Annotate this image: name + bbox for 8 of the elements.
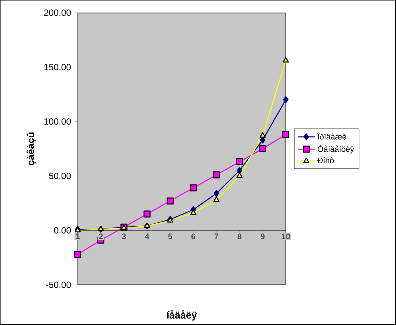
y-tick-label: 0.00 <box>54 227 72 234</box>
y-tick-label: 150.00 <box>44 64 72 71</box>
x-axis-title: íåäåëÿ <box>167 310 198 321</box>
y-axis-title: çàêàçû <box>26 132 36 166</box>
y-tick-label: -50.00 <box>46 282 72 288</box>
y-tick-label: 50.00 <box>49 173 72 180</box>
y-tick-label: 200.00 <box>44 10 72 16</box>
y-tick-label: 100.00 <box>44 118 72 125</box>
